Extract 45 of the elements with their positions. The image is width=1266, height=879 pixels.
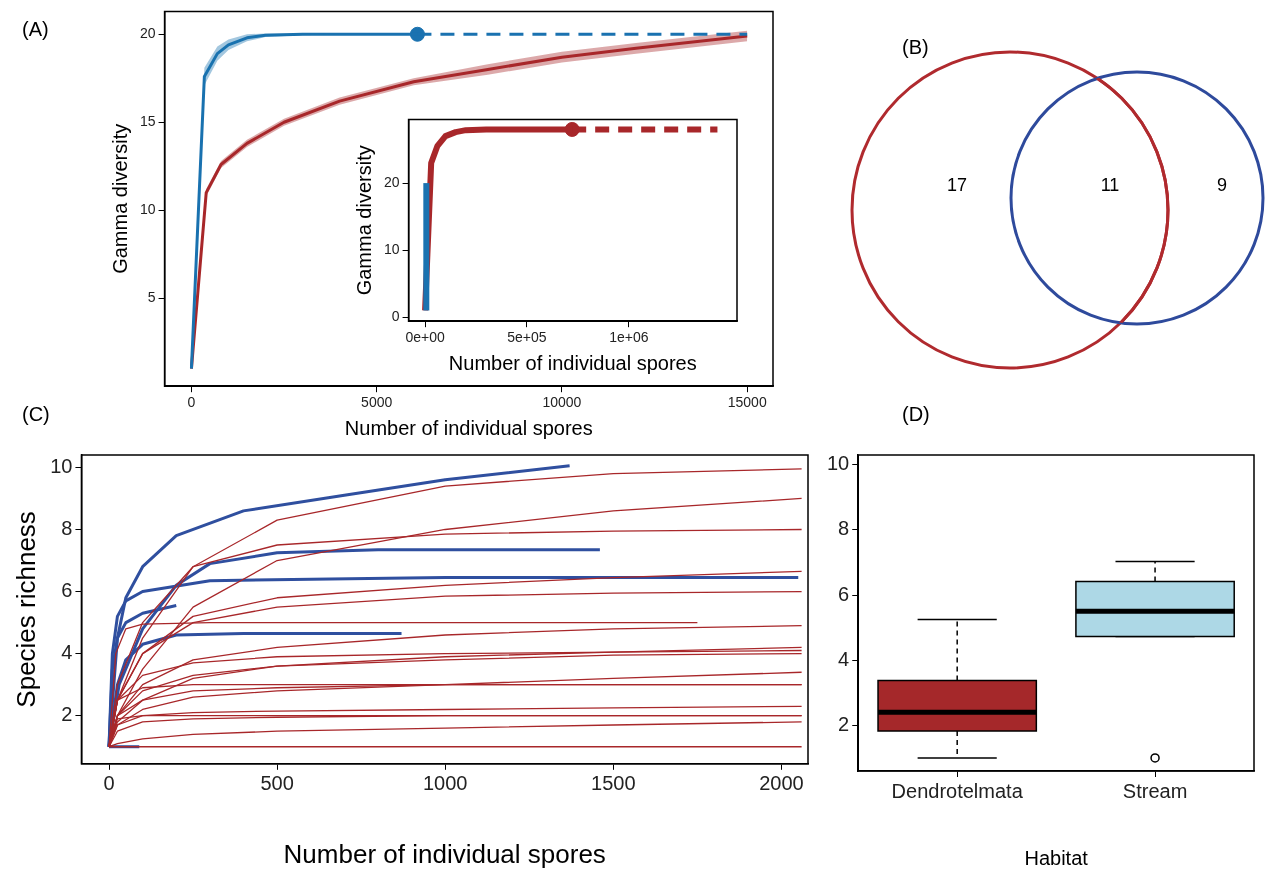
x-axis-title: Number of individual spores — [344, 416, 593, 439]
x-tick-label: 500 — [260, 772, 294, 795]
x-tick-label: 10000 — [542, 394, 582, 411]
y-tick-label: 6 — [838, 582, 850, 605]
y-tick-label: 10 — [383, 240, 400, 257]
y-tick-label: 4 — [61, 641, 73, 664]
x-tick-label: 0 — [187, 394, 196, 411]
x-axis-title: Number of individual spores — [283, 838, 606, 869]
y-tick-label: 10 — [50, 454, 73, 477]
text: (B) — [902, 36, 929, 59]
x-tick-label: 15000 — [727, 394, 767, 411]
y-tick-label: 10 — [139, 201, 156, 218]
x-axis-title: Habitat — [1024, 846, 1089, 869]
text: (A) — [22, 18, 49, 41]
x-tick-label: 5e+05 — [507, 329, 547, 346]
y-tick-label: 5 — [147, 289, 156, 306]
y-tick-label: 10 — [827, 452, 850, 475]
data-label: 17 — [946, 174, 968, 195]
y-tick-label: 20 — [383, 173, 400, 190]
x-tick-label: 1500 — [591, 772, 636, 795]
y-tick-label: 2 — [838, 712, 850, 735]
y-axis-title: Gamma diversity — [108, 123, 131, 274]
y-tick-label: 6 — [61, 579, 73, 602]
y-tick-label: 0 — [391, 308, 400, 325]
x-axis-title: Number of individual spores — [448, 351, 697, 374]
x-tick-label: Stream — [1122, 779, 1188, 802]
x-tick-label: Dendrotelmata — [891, 779, 1024, 802]
text: (D) — [902, 403, 930, 426]
y-tick-label: 8 — [61, 517, 73, 539]
y-tick-label: 4 — [838, 647, 850, 670]
text: (C) — [22, 403, 50, 426]
x-tick-label: 2000 — [759, 772, 804, 795]
x-tick-label: 1e+06 — [609, 329, 649, 346]
x-tick-label: 0 — [103, 772, 115, 795]
y-axis-title: Species richness — [10, 511, 41, 708]
y-tick-label: 15 — [139, 113, 156, 130]
data-label: 11 — [1100, 174, 1120, 195]
data-label: 9 — [1216, 174, 1228, 195]
y-tick-label: 20 — [139, 25, 156, 42]
y-axis-title: Gamma diversity — [352, 145, 375, 296]
x-tick-label: 1000 — [422, 772, 468, 795]
x-tick-label: 0e+00 — [405, 329, 445, 346]
y-tick-label: 8 — [838, 517, 850, 540]
y-tick-label: 2 — [61, 703, 73, 726]
x-tick-label: 5000 — [361, 394, 393, 411]
